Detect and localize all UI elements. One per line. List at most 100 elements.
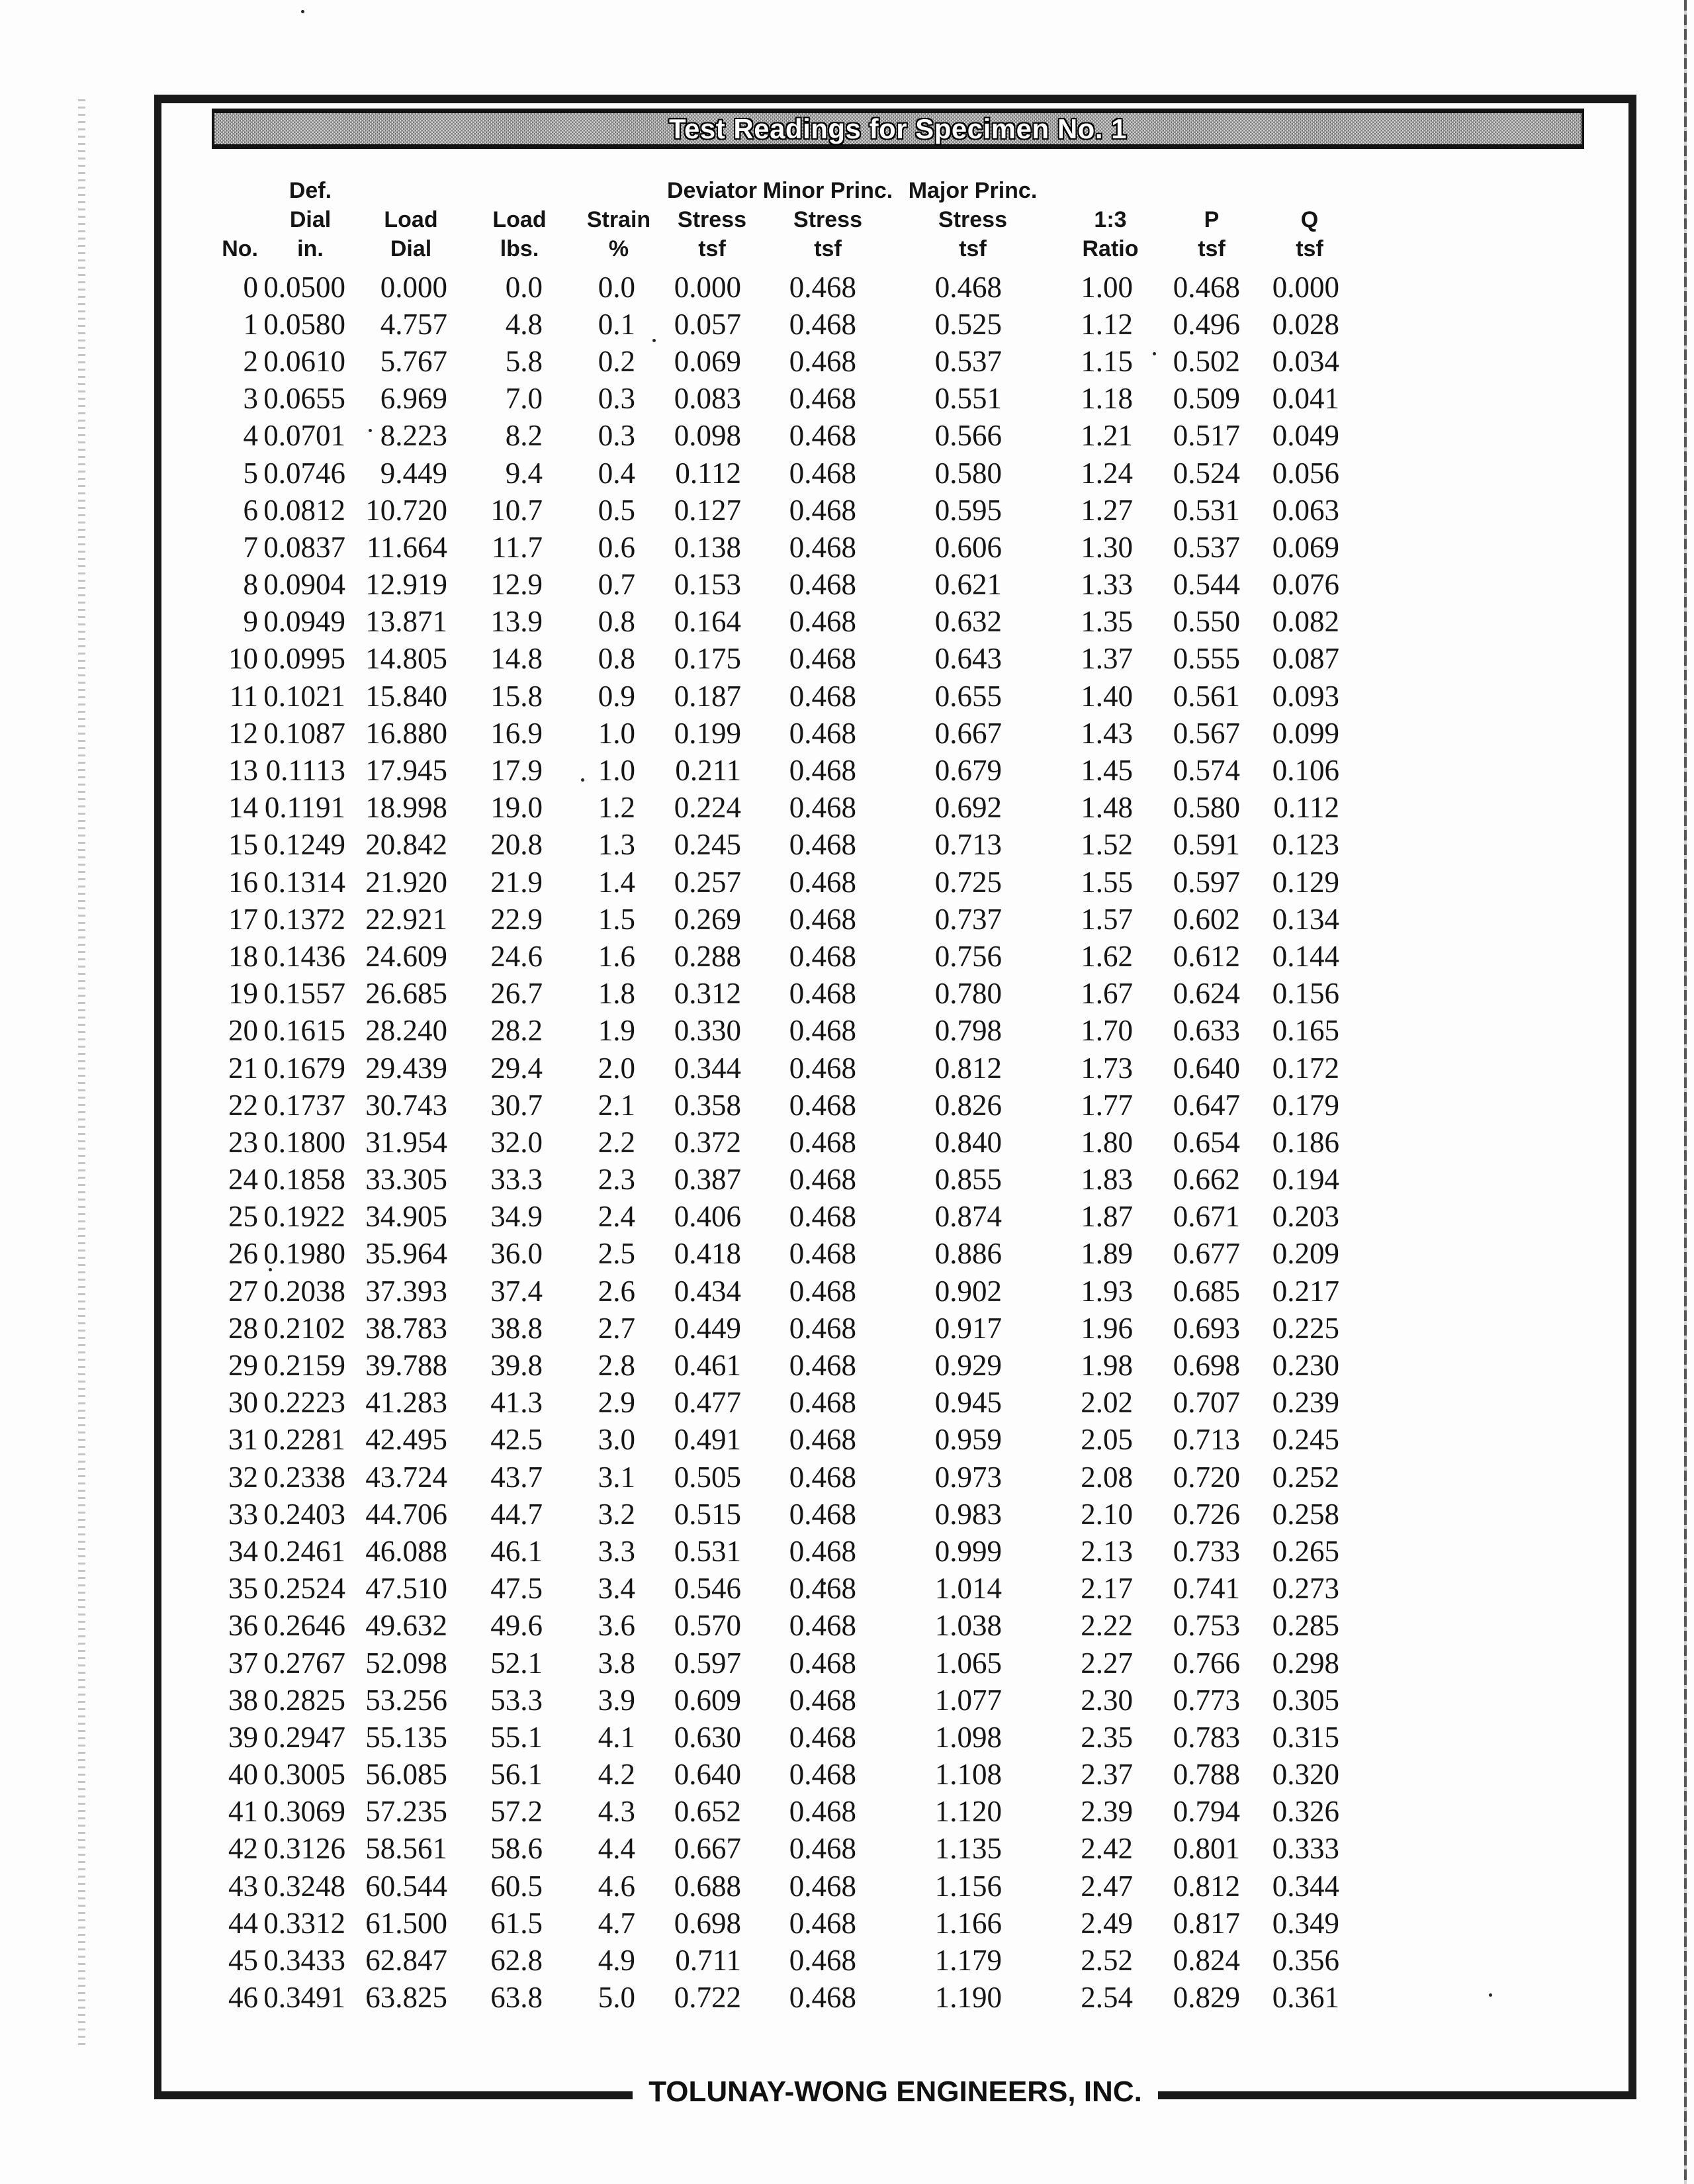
table-cell: 0.544 xyxy=(1173,568,1240,602)
table-row: 38 0.2825 53.256 53.3 3.9 0.609 0.468 1.077 2.30… xyxy=(199,1682,1364,1719)
table-cell: 0.874 xyxy=(934,1200,1002,1234)
table-cell: 0.855 xyxy=(934,1163,1002,1197)
table-cell: 35 xyxy=(228,1572,258,1606)
table-cell: 0.6 xyxy=(598,530,635,564)
table-cell: 0.773 xyxy=(1173,1683,1240,1717)
table-cell: 0.468 xyxy=(789,1051,856,1085)
table-cell: 8.2 xyxy=(505,419,543,453)
table-row: 41 0.3069 57.235 57.2 4.3 0.652 0.468 1.120 2.39… xyxy=(199,1794,1364,1831)
table-cell: 0.000 xyxy=(380,270,447,304)
table-cell: 0.0701 xyxy=(263,419,345,453)
column-header-strain-pct: Strain% xyxy=(586,207,651,261)
table-cell: 0.1191 xyxy=(264,791,345,825)
table-cell: 1.52 xyxy=(1081,828,1133,862)
table-cell: 0.468 xyxy=(789,1460,856,1494)
table-cell: 2.0 xyxy=(598,1051,635,1085)
table-cell: 0.305 xyxy=(1272,1683,1339,1717)
table-cell: 12.919 xyxy=(365,568,447,602)
table-cell: 0.344 xyxy=(674,1051,741,1085)
table-cell: 5.8 xyxy=(505,344,543,378)
table-cell: 0.1 xyxy=(598,307,635,341)
table-cell: 0.468 xyxy=(789,1088,856,1122)
table-cell: 1.12 xyxy=(1081,307,1133,341)
table-cell: 0.2825 xyxy=(263,1683,345,1717)
table-cell: 0.551 xyxy=(934,382,1002,416)
column-header-def-dial-in: Def. Dial in. xyxy=(289,178,332,261)
table-row: 12 0.1087 16.880 16.9 1.0 0.199 0.468 0.667 1.43… xyxy=(199,715,1364,752)
table-cell: 0.179 xyxy=(1272,1088,1339,1122)
table-cell: 62.847 xyxy=(365,1944,447,1978)
table-row: 32 0.2338 43.724 43.7 3.1 0.505 0.468 0.973 2.08… xyxy=(199,1459,1364,1496)
table-cell: 7.0 xyxy=(505,382,543,416)
table-cell: 0.531 xyxy=(674,1534,741,1568)
table-cell: 0.468 xyxy=(789,1795,856,1829)
table-cell: 1.67 xyxy=(1081,977,1133,1011)
table-cell: 29.439 xyxy=(365,1051,447,1085)
table-cell: 38.8 xyxy=(490,1311,543,1345)
table-cell: 0.156 xyxy=(1272,977,1339,1011)
table-cell: 0.1922 xyxy=(263,1200,345,1234)
table-cell: 0.524 xyxy=(1173,456,1240,490)
table-cell: 0.468 xyxy=(789,270,856,304)
table-row: 14 0.1191 18.998 19.0 1.2 0.224 0.468 0.692 1.48… xyxy=(199,790,1364,827)
table-cell: 0.595 xyxy=(934,493,1002,527)
table-cell: 0.496 xyxy=(1173,307,1240,341)
table-cell: 0.153 xyxy=(674,568,741,602)
table-cell: 0.1980 xyxy=(263,1237,345,1271)
table-cell: 0.624 xyxy=(1173,977,1240,1011)
table-cell: 42.495 xyxy=(365,1423,447,1457)
table-cell: 2.2 xyxy=(598,1125,635,1159)
table-cell: 0.468 xyxy=(789,568,856,602)
table-cell: 0.959 xyxy=(934,1423,1002,1457)
table-cell: 17.945 xyxy=(365,754,447,788)
table-cell: 0.726 xyxy=(1173,1497,1240,1531)
table-cell: 0.0500 xyxy=(263,270,345,304)
table-cell: 28.2 xyxy=(490,1014,543,1048)
table-cell: 19.0 xyxy=(490,791,543,825)
table-cell: 16.9 xyxy=(490,716,543,750)
column-header-load-lbs: Load lbs. xyxy=(492,207,547,261)
table-cell: 61.5 xyxy=(490,1906,543,1940)
table-row: 24 0.1858 33.305 33.3 2.3 0.387 0.468 0.855 1.83… xyxy=(199,1161,1364,1199)
table-cell: 0.069 xyxy=(1272,530,1339,564)
table-cell: 26.7 xyxy=(490,977,543,1011)
table-cell: 1.077 xyxy=(934,1683,1002,1717)
table-cell: 0.225 xyxy=(1272,1311,1339,1345)
table-cell: 24.609 xyxy=(365,939,447,973)
scan-speck xyxy=(301,10,304,13)
table-cell: 2.02 xyxy=(1081,1386,1133,1420)
table-cell: 0.698 xyxy=(674,1906,741,1940)
table-cell: 0.028 xyxy=(1272,307,1339,341)
table-cell: 0.372 xyxy=(674,1125,741,1159)
table-cell: 36 xyxy=(228,1609,258,1643)
table-cell: 0.780 xyxy=(934,977,1002,1011)
table-cell: 14 xyxy=(228,791,258,825)
table-cell: 6.969 xyxy=(380,382,447,416)
table-cell: 0.1249 xyxy=(263,828,345,862)
table-cell: 0.063 xyxy=(1272,493,1339,527)
table-cell: 0.3248 xyxy=(263,1869,345,1903)
table-cell: 0.468 xyxy=(789,679,856,713)
table-row: 44 0.3312 61.500 61.5 4.7 0.698 0.468 1.166 2.49… xyxy=(199,1905,1364,1942)
table-cell: 47.510 xyxy=(365,1572,447,1606)
table-cell: 0.0655 xyxy=(263,382,345,416)
table-cell: 3.0 xyxy=(598,1423,635,1457)
table-cell: 1.98 xyxy=(1081,1349,1133,1383)
table-cell: 0.621 xyxy=(934,568,1002,602)
table-cell: 0.917 xyxy=(934,1311,1002,1345)
table-cell: 2.17 xyxy=(1081,1572,1133,1606)
scan-speck xyxy=(269,1268,272,1271)
table-cell: 0.0904 xyxy=(263,568,345,602)
table-cell: 0.1737 xyxy=(263,1088,345,1122)
table-row: 16 0.1314 21.920 21.9 1.4 0.257 0.468 0.725 1.55… xyxy=(199,864,1364,901)
table-cell: 3.2 xyxy=(598,1497,635,1531)
table-cell: 0.667 xyxy=(934,716,1002,750)
table-cell: 12 xyxy=(228,716,258,750)
table-cell: 0.640 xyxy=(674,1758,741,1792)
table-row: 28 0.2102 38.783 38.8 2.7 0.449 0.468 0.917 1.96… xyxy=(199,1310,1364,1347)
table-cell: 0.449 xyxy=(674,1311,741,1345)
table-cell: 33.3 xyxy=(490,1163,543,1197)
table-cell: 0.561 xyxy=(1173,679,1240,713)
table-cell: 35.964 xyxy=(365,1237,447,1271)
table-cell: 4.1 xyxy=(598,1720,635,1754)
